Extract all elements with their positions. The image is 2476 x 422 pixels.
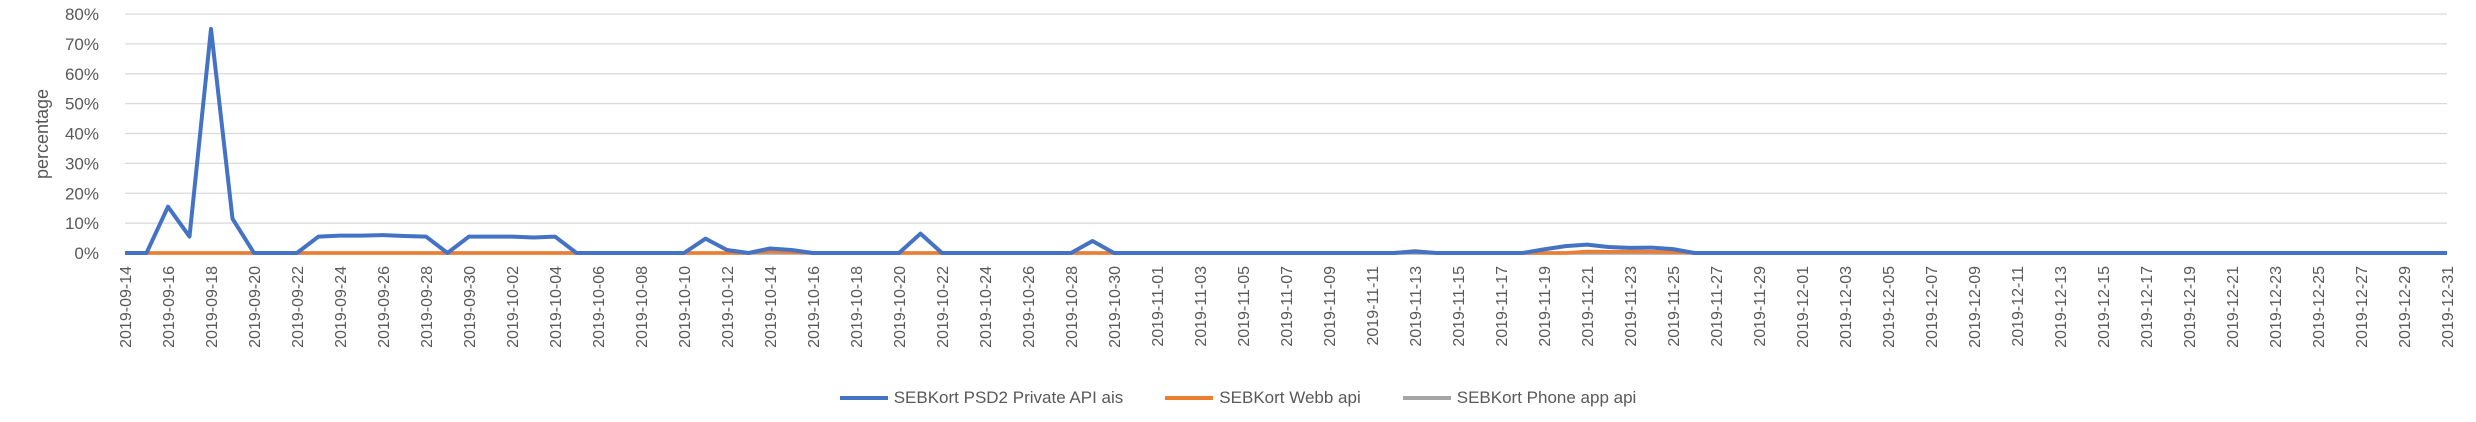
x-tick-label: 2019-09-24 bbox=[333, 266, 350, 348]
x-tick-label: 2019-10-30 bbox=[1107, 266, 1124, 348]
legend-item-phone: SEBKort Phone app api bbox=[1402, 388, 1637, 408]
x-tick-label: 2019-09-26 bbox=[376, 266, 393, 348]
x-axis-ticks: 2019-09-14 2019-09-16 2019-09-18 2019-09-20… bbox=[118, 266, 2457, 348]
x-tick-label: 2019-10-24 bbox=[978, 266, 995, 348]
x-tick-label: 2019-10-26 bbox=[1021, 266, 1038, 348]
x-tick-label: 2019-10-20 bbox=[892, 266, 909, 348]
x-tick-label: 2019-09-30 bbox=[462, 266, 479, 348]
x-tick-label: 2019-11-25 bbox=[1666, 266, 1683, 347]
x-tick-label: 2019-09-14 bbox=[118, 266, 135, 348]
x-tick-label: 2019-10-18 bbox=[849, 266, 866, 348]
x-tick-label: 2019-11-11 bbox=[1365, 266, 1382, 346]
y-tick-label: 0% bbox=[74, 244, 99, 263]
y-axis-label: percentage bbox=[32, 89, 52, 179]
x-tick-label: 2019-10-14 bbox=[763, 266, 780, 348]
x-tick-label: 2019-12-23 bbox=[2268, 266, 2285, 348]
x-tick-label: 2019-12-31 bbox=[2440, 266, 2457, 348]
x-tick-label: 2019-09-16 bbox=[161, 266, 178, 348]
x-tick-label: 2019-12-27 bbox=[2354, 266, 2371, 348]
x-tick-label: 2019-12-01 bbox=[1795, 266, 1812, 348]
series-line-0 bbox=[125, 26, 2447, 255]
x-tick-label: 2019-12-05 bbox=[1881, 266, 1898, 348]
x-tick-label: 2019-12-15 bbox=[2096, 266, 2113, 348]
legend-label-webb: SEBKort Webb api bbox=[1219, 388, 1361, 407]
x-tick-label: 2019-10-28 bbox=[1064, 266, 1081, 348]
y-tick-label: 30% bbox=[65, 154, 99, 173]
x-tick-label: 2019-09-28 bbox=[419, 266, 436, 348]
x-tick-label: 2019-09-18 bbox=[204, 266, 221, 348]
y-tick-label: 80% bbox=[65, 5, 99, 24]
legend: SEBKort PSD2 Private API ais SEBKort Web… bbox=[0, 388, 2476, 408]
x-tick-label: 2019-10-22 bbox=[935, 266, 952, 348]
y-tick-label: 40% bbox=[65, 125, 99, 144]
x-tick-label: 2019-11-29 bbox=[1752, 266, 1769, 347]
x-tick-label: 2019-10-12 bbox=[720, 266, 737, 348]
legend-swatch-phone bbox=[1402, 396, 1451, 400]
y-tick-label: 10% bbox=[65, 214, 99, 233]
y-tick-label: 20% bbox=[65, 184, 99, 203]
x-tick-label: 2019-12-29 bbox=[2397, 266, 2414, 348]
x-tick-label: 2019-11-05 bbox=[1236, 266, 1253, 347]
y-axis-ticks: 0% 10% 20% 30% 40% 50% 60% 70% 80% bbox=[65, 5, 99, 263]
x-tick-label: 2019-10-04 bbox=[548, 266, 565, 348]
x-tick-label: 2019-11-21 bbox=[1580, 266, 1597, 347]
x-tick-label: 2019-11-03 bbox=[1193, 266, 1210, 347]
x-tick-label: 2019-10-08 bbox=[634, 266, 651, 348]
x-tick-label: 2019-12-07 bbox=[1924, 266, 1941, 348]
x-tick-label: 2019-11-27 bbox=[1709, 266, 1726, 347]
legend-swatch-psd2 bbox=[839, 396, 888, 400]
x-tick-label: 2019-11-23 bbox=[1623, 266, 1640, 347]
x-tick-label: 2019-11-07 bbox=[1279, 266, 1296, 347]
legend-label-psd2: SEBKort PSD2 Private API ais bbox=[893, 388, 1124, 407]
x-tick-label: 2019-11-09 bbox=[1322, 266, 1339, 347]
x-tick-label: 2019-12-19 bbox=[2182, 266, 2199, 348]
x-tick-label: 2019-09-22 bbox=[290, 266, 307, 348]
legend-swatch-webb bbox=[1165, 396, 1214, 400]
x-tick-label: 2019-12-17 bbox=[2139, 266, 2156, 348]
series-lines bbox=[125, 26, 2447, 255]
y-tick-label: 50% bbox=[65, 95, 99, 114]
x-tick-label: 2019-10-16 bbox=[806, 266, 823, 348]
x-tick-label: 2019-10-10 bbox=[677, 266, 694, 348]
x-tick-label: 2019-11-01 bbox=[1150, 266, 1167, 347]
x-tick-label: 2019-12-03 bbox=[1838, 266, 1855, 348]
x-tick-label: 2019-12-13 bbox=[2053, 266, 2070, 348]
x-tick-label: 2019-12-25 bbox=[2311, 266, 2328, 348]
y-tick-label: 70% bbox=[65, 35, 99, 54]
x-tick-label: 2019-11-17 bbox=[1494, 266, 1511, 347]
x-tick-label: 2019-10-06 bbox=[591, 266, 608, 348]
x-tick-label: 2019-09-20 bbox=[247, 266, 264, 348]
x-tick-label: 2019-12-09 bbox=[1967, 266, 1984, 348]
x-tick-label: 2019-11-15 bbox=[1451, 266, 1468, 347]
x-tick-label: 2019-10-02 bbox=[505, 266, 522, 348]
y-tick-label: 60% bbox=[65, 65, 99, 84]
x-tick-label: 2019-11-13 bbox=[1408, 266, 1425, 347]
x-tick-label: 2019-11-19 bbox=[1537, 266, 1554, 347]
gridlines bbox=[125, 13, 2447, 254]
legend-item-webb: SEBKort Webb api bbox=[1165, 388, 1361, 408]
x-tick-label: 2019-12-11 bbox=[2010, 266, 2027, 347]
legend-label-phone: SEBKort Phone app api bbox=[1456, 388, 1637, 407]
legend-item-psd2: SEBKort PSD2 Private API ais bbox=[839, 388, 1124, 408]
x-tick-label: 2019-12-21 bbox=[2225, 266, 2242, 348]
